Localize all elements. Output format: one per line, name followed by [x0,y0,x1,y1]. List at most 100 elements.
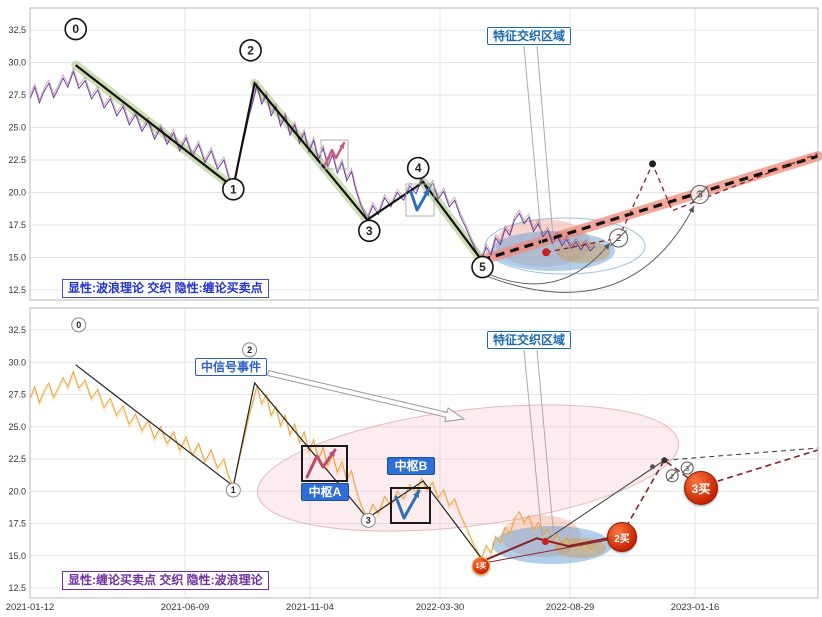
y-tick-label: 27.5 [8,390,26,400]
y-tick-label: 22.5 [8,454,26,464]
x-tick-label: 2023-01-16 [671,602,720,613]
blue-signal-arrow [409,187,431,212]
red-signal-arrow [305,448,337,479]
annotation-arc [485,242,611,285]
pivot-b-box [390,487,431,524]
x-tick-label: 2021-11-04 [286,602,334,613]
y-tick-label: 32.5 [8,25,26,35]
crossed-number: 2 [670,474,674,481]
panel-border [29,307,819,599]
legend-top-panel: 显性:波浪理论 交织 隐性:缠论买卖点 [62,279,269,298]
region-callout-line [536,45,555,250]
dot-marker [542,248,551,257]
wave-number-circle [64,17,88,41]
dot-marker [661,457,668,464]
signal-event-label: 中信号事件 [195,358,268,376]
y-tick-label: 15.0 [8,253,26,263]
y-tick-label: 20.0 [8,486,26,496]
wave-number-circle [360,512,376,528]
strikethrough-line [610,229,627,247]
wave-number-circle [225,482,241,498]
thin-black-dashed [664,447,819,461]
y-tick-label: 12.5 [8,583,26,593]
arc-arrowhead [688,206,694,213]
region-callout-line [523,45,543,247]
wave-number: 1 [231,485,236,495]
blue-outline-ellipse [484,217,646,275]
y-tick-label: 20.0 [8,188,26,198]
x-tick-label: 2022-03-30 [416,602,465,613]
red-signal-arrow-head [328,450,335,457]
blue-signal-arrow-head [413,491,419,498]
strikethrough-line [666,470,678,482]
x-tick-label: 2021-01-12 [6,602,55,613]
y-tick-label: 27.5 [8,90,26,100]
y-tick-label: 12.5 [8,285,26,295]
hollow-signal-arrow [266,370,466,423]
wave-number-circle [471,255,494,279]
price-line-secondary [29,373,596,563]
pivot-a-box [301,445,348,482]
buy-point-1-badge: 1买 [472,557,490,575]
annotation-arc [485,205,695,293]
wave-number-circle [222,178,245,201]
dark-red-base [481,537,622,564]
y-tick-label: 25.0 [8,422,26,432]
wave-number: 1 [230,182,237,196]
wave-line [75,364,483,559]
signal-mark-box [405,183,435,217]
crossed-number: 2 [616,233,622,244]
y-tick-label: 32.5 [8,325,26,335]
wave-number: 2 [247,43,254,57]
buy-point-3-badge: 3买 [684,471,718,505]
y-tick-label: 25.0 [8,123,26,133]
x-tick-label: 2022-08-29 [546,602,595,613]
wave-number: 0 [72,22,79,36]
region-callout-line [536,349,555,540]
wave-number: 2 [247,345,252,355]
wave-line [75,64,483,261]
dot-marker [650,464,656,470]
wave-number: 3 [366,224,373,238]
signal-mark-box [320,139,349,170]
y-tick-label: 17.5 [8,519,26,529]
pink-signal-arrow-head [338,143,345,149]
pivot-a-label: 中枢A [301,483,349,501]
wave-theory-panel: 0 1 2 3 4 5 2 3 32.5 30.0 27.5 25.0 22.5 20.0 17.5 15.0… [8,7,822,301]
pivot-b-label: 中枢B [387,457,435,475]
wave-number: 0 [76,320,81,330]
y-tick-label: 22.5 [8,155,26,165]
chan-theory-panel: 0 1 2 3 2 3 32.5 30.0 27.5 25.0 22.5 20.0 17.5 15.0 12… [8,307,819,599]
dark-red-dashed-zigzag [620,449,819,537]
x-tick-label: 2021-06-09 [161,602,210,613]
projection-line [481,154,819,262]
big-pink-ellipse [256,404,680,532]
wave-number-circle [71,317,87,333]
legend-bottom-panel: 显性:缠论买卖点 交织 隐性:波浪理论 [62,571,269,590]
pink-signal-arrow [323,141,346,167]
blue-signal-arrow-head [423,189,429,196]
wave-number-circle [406,156,430,180]
wave-number-circle [239,38,262,62]
y-tick-label: 30.0 [8,58,26,68]
y-tick-label: 17.5 [8,220,26,230]
price-line-secondary [29,67,596,258]
region-label-bottom: 特征交织区域 [487,331,572,349]
buy-point-2-badge: 2买 [607,522,637,552]
wave-number: 5 [479,260,486,274]
wave-number-circle [357,219,381,243]
blue-signal-arrow [394,489,421,520]
wave-number: 4 [415,161,422,175]
crossed-number: 3 [685,466,689,473]
wave-number-circle [242,342,258,358]
region-label-top: 特征交织区域 [487,27,572,45]
arc-arrowhead [603,243,610,250]
dark-red-rise [481,534,622,563]
dot-marker [649,160,657,168]
region-callout-line [523,349,543,537]
wave-number: 3 [366,515,371,525]
strikethrough-line [691,186,709,203]
thin-black-rise [545,459,665,541]
